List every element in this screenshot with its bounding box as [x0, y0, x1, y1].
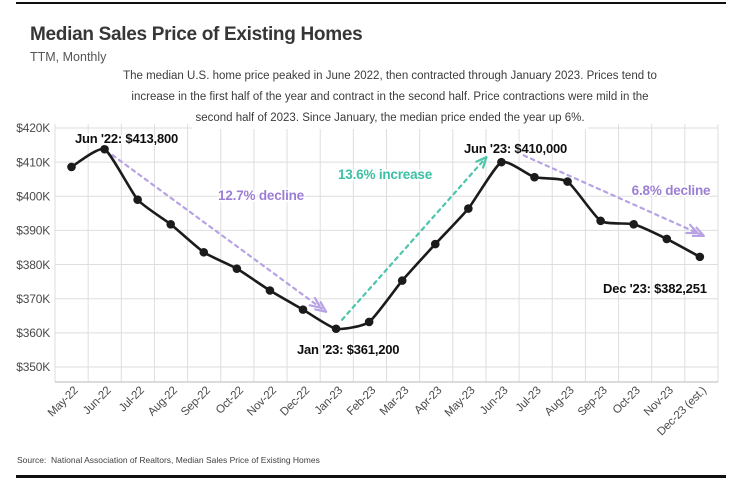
x-tick-label: Aug-23: [543, 385, 577, 419]
point-label-jun22: Jun '22: $413,800: [75, 131, 179, 146]
trend-arrow: [340, 156, 488, 321]
data-point: [298, 305, 308, 314]
data-point: [364, 317, 374, 327]
y-tick-label: $370K: [16, 292, 50, 306]
x-tick-label: Sep-23: [576, 385, 610, 419]
description-line: The median U.S. home price peaked in Jun…: [120, 66, 660, 87]
source-note: Source: National Association of Realtors…: [17, 455, 320, 465]
x-tick-label: Apr-23: [412, 385, 444, 417]
trend-label-decline1: 12.7% decline: [218, 188, 304, 203]
x-tick-label: Dec-22: [278, 385, 312, 419]
point-label-dec23: Dec '23: $382,251: [603, 281, 707, 296]
point-label-jan23: Jan '23: $361,200: [297, 342, 400, 357]
data-point: [464, 204, 473, 213]
top-rule: [16, 2, 726, 4]
gridlines: [54, 124, 719, 382]
x-tick-label: May-23: [443, 385, 478, 420]
x-tick-label: Jun-23: [478, 385, 511, 418]
y-tick-label: $410K: [16, 155, 50, 169]
point-label-jun23: Jun '23: $410,000: [464, 141, 568, 156]
description-line: second half of 2023. Since January, the …: [192, 108, 588, 129]
data-point: [67, 162, 76, 172]
x-tick-label: Mar-23: [378, 385, 411, 418]
data-point: [430, 239, 440, 249]
data-point: [133, 195, 142, 204]
x-tick-label: Nov-22: [245, 385, 279, 419]
trend-label-decline2: 6.8% decline: [631, 183, 711, 198]
chart-subtitle: TTM, Monthly: [30, 50, 107, 64]
x-tick-label: Jun-22: [81, 385, 114, 418]
data-point: [695, 252, 705, 262]
trend-label-increase1: 13.6% increase: [337, 167, 433, 182]
chart-title: Median Sales Price of Existing Homes: [30, 24, 363, 45]
y-tick-label: $350K: [16, 360, 50, 374]
y-tick-label: $400K: [16, 189, 50, 203]
y-tick-label: $360K: [16, 326, 50, 340]
x-tick-label: Feb-23: [345, 385, 378, 418]
data-point: [497, 157, 506, 167]
data-point: [629, 219, 638, 229]
trend-arrow: [515, 151, 705, 237]
chart-description: The median U.S. home price peaked in Jun…: [100, 66, 680, 129]
x-tick-label: May-22: [46, 385, 81, 420]
data-point: [166, 219, 176, 229]
data-point: [596, 216, 605, 226]
description-line: increase in the first half of the year a…: [128, 87, 652, 108]
data-point: [530, 172, 539, 182]
x-tick-label: Jan-23: [313, 385, 346, 418]
trend-arrow: [111, 154, 328, 313]
data-point: [662, 234, 672, 244]
x-tick-label: Jul-23: [514, 385, 544, 415]
bottom-rule: [16, 475, 726, 478]
data-point: [397, 276, 407, 285]
x-tick-label: Sep-22: [179, 385, 213, 419]
y-tick-label: $390K: [16, 224, 50, 238]
x-tick-label: Oct-23: [611, 385, 643, 417]
data-point: [199, 247, 209, 257]
x-tick-label: Jul-22: [117, 385, 147, 415]
data-point: [265, 286, 275, 295]
x-tick-label: Oct-22: [214, 385, 246, 417]
data-point: [232, 264, 242, 273]
y-tick-label: $380K: [16, 258, 50, 272]
x-tick-label: Aug-22: [146, 385, 180, 419]
y-tick-label: $420K: [16, 121, 50, 135]
data-point: [331, 324, 341, 334]
data-point: [100, 144, 109, 154]
data-point: [563, 177, 572, 186]
